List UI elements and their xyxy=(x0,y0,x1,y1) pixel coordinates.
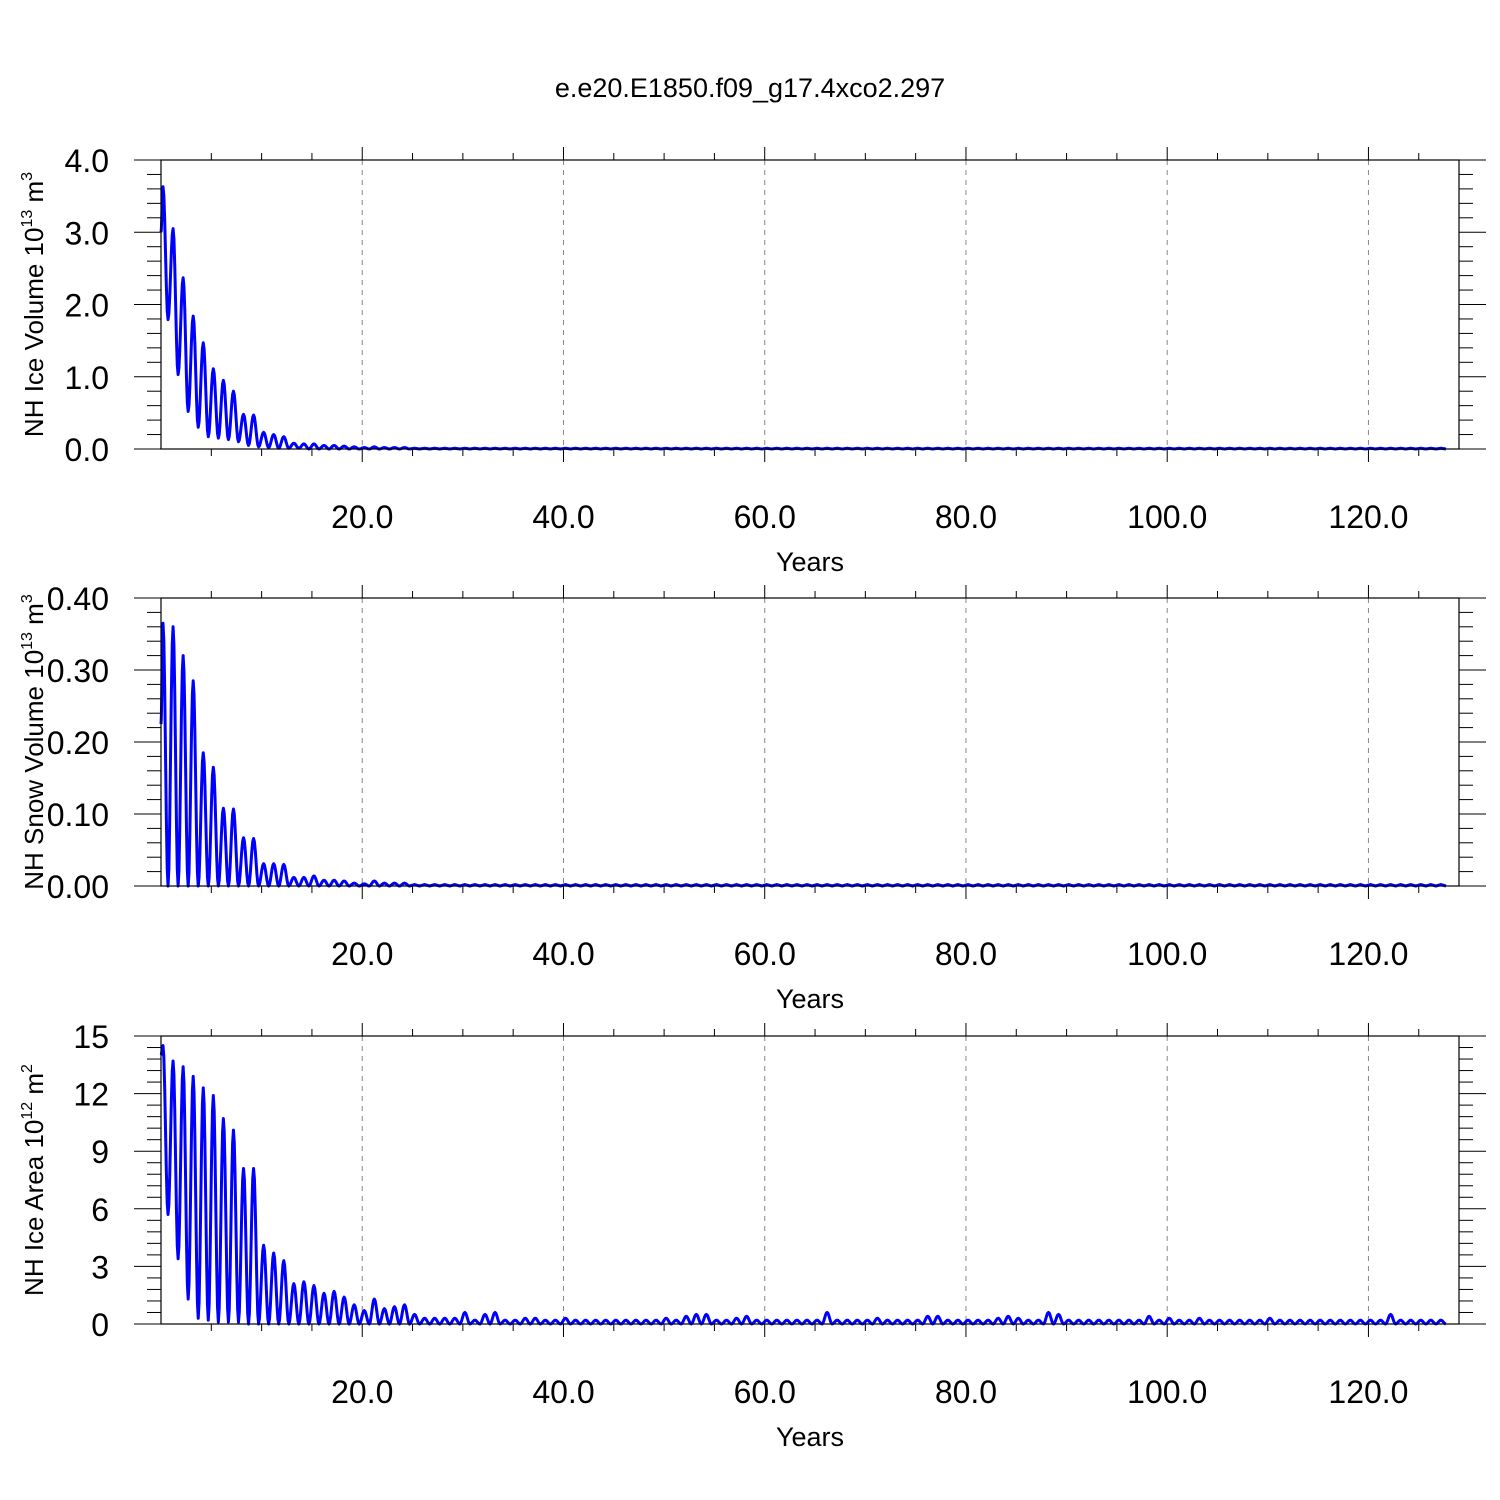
y-axis-label: NH Ice Area 1012 m2 xyxy=(19,1064,49,1296)
x-tick-label: 80.0 xyxy=(935,936,997,972)
x-tick-label: 20.0 xyxy=(331,936,393,972)
panel-1: 20.0 40.0 60.0 80.0 100.0 120.0 0.0 1.0 2.0 3.0 4.… xyxy=(19,143,1486,577)
y-axis-label-part: 2 xyxy=(19,1064,36,1073)
y-axis-label-part: 3 xyxy=(19,594,36,603)
y-axis-label-part: 13 xyxy=(19,632,36,650)
y-axis-label: NH Ice Volume 1013 m3 xyxy=(19,172,49,437)
y-tick-label: 0.30 xyxy=(47,653,109,689)
series-line xyxy=(159,1044,1447,1326)
x-tick-label: 80.0 xyxy=(935,499,997,535)
x-tick-label: 100.0 xyxy=(1127,1374,1207,1410)
x-tick-label: 120.0 xyxy=(1328,1374,1408,1410)
panel-3: 20.0 40.0 60.0 80.0 100.0 120.0 0 3 6 9 12 15 Years N… xyxy=(19,1019,1486,1452)
figure-title: e.e20.E1850.f09_g17.4xco2.297 xyxy=(555,73,945,103)
x-tick-label: 20.0 xyxy=(331,1374,393,1410)
y-axis-label-part: 12 xyxy=(19,1102,36,1120)
x-axis-label: Years xyxy=(776,547,844,577)
y-tick-label: 6 xyxy=(91,1192,109,1228)
y-axis-label-part: NH Snow Volume 10 xyxy=(19,650,49,890)
y-tick-label: 3.0 xyxy=(65,215,109,251)
plot-frame xyxy=(160,1035,1460,1325)
x-tick-label: 60.0 xyxy=(734,936,796,972)
x-tick-label: 100.0 xyxy=(1127,936,1207,972)
x-tick-label: 40.0 xyxy=(532,499,594,535)
y-tick-label: 0.10 xyxy=(47,797,109,833)
y-tick-label: 0.0 xyxy=(65,432,109,468)
panel-2: 20.0 40.0 60.0 80.0 100.0 120.0 0.00 0.10 0.20 0.… xyxy=(19,581,1486,1014)
series-line xyxy=(159,185,1447,451)
x-tick-label: 60.0 xyxy=(734,1374,796,1410)
y-tick-label: 3 xyxy=(91,1249,109,1285)
y-tick-label: 0.00 xyxy=(47,869,109,905)
plot-frame xyxy=(160,159,1460,450)
x-axis-label: Years xyxy=(776,1422,844,1452)
x-axis-label: Years xyxy=(776,984,844,1014)
y-axis-label-part: m xyxy=(19,181,49,210)
y-tick-label: 15 xyxy=(73,1019,109,1055)
y-tick-label: 9 xyxy=(91,1134,109,1170)
y-tick-label: 0.40 xyxy=(47,581,109,617)
plot-frame xyxy=(160,597,1460,887)
x-tick-label: 40.0 xyxy=(532,936,594,972)
y-axis-label: NH Snow Volume 1013 m3 xyxy=(19,594,49,890)
x-tick-label: 20.0 xyxy=(331,499,393,535)
y-tick-label: 12 xyxy=(73,1077,109,1113)
y-axis-label-part: NH Ice Area 10 xyxy=(19,1120,49,1296)
y-axis-label-part: m xyxy=(19,1073,49,1102)
y-axis-label-part: 3 xyxy=(19,172,36,181)
x-tick-label: 120.0 xyxy=(1328,499,1408,535)
x-tick-label: 40.0 xyxy=(532,1374,594,1410)
x-tick-label: 60.0 xyxy=(734,499,796,535)
x-tick-label: 80.0 xyxy=(935,1374,997,1410)
panels: 20.0 40.0 60.0 80.0 100.0 120.0 0.0 1.0 2.0 3.0 4.… xyxy=(19,143,1486,1452)
y-tick-label: 4.0 xyxy=(65,143,109,179)
y-tick-label: 1.0 xyxy=(65,360,109,396)
y-axis-label-part: 13 xyxy=(19,210,36,228)
x-tick-label: 120.0 xyxy=(1328,936,1408,972)
y-axis-label-part: NH Ice Volume 10 xyxy=(19,228,49,438)
series-line xyxy=(159,621,1447,888)
y-axis-label-part: m xyxy=(19,603,49,632)
x-tick-label: 100.0 xyxy=(1127,499,1207,535)
y-tick-label: 2.0 xyxy=(65,288,109,324)
y-tick-label: 0.20 xyxy=(47,725,109,761)
y-tick-label: 0 xyxy=(91,1307,109,1343)
